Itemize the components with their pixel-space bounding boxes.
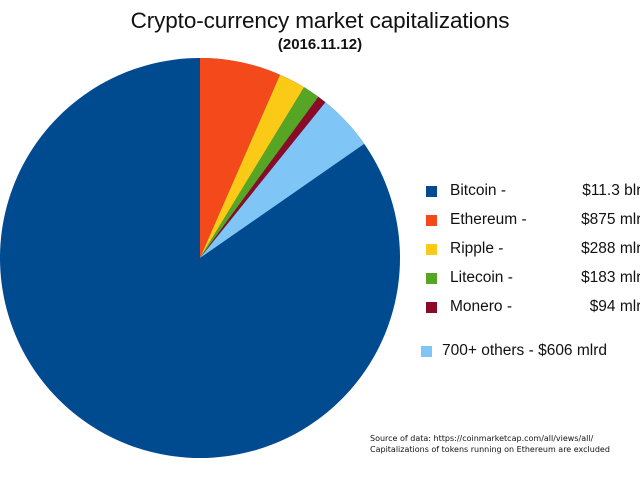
- legend-item-ethereum[interactable]: Ethereum - $875 mlrd: [420, 207, 640, 233]
- pie-svg: [0, 58, 400, 458]
- legend-label-ripple: Ripple -: [450, 240, 504, 257]
- legend-swatch-monero: [426, 301, 437, 313]
- legend-value-monero: $94 mlrd: [589, 298, 640, 315]
- chart-legend: Bitcoin - $11.3 blrd Ethereum - $875 mlr…: [420, 178, 640, 363]
- pie-slice-litecoin[interactable]: [200, 87, 319, 258]
- legend-value-ethereum: $875 mlrd: [581, 211, 640, 228]
- legend-label-ethereum: Ethereum -: [450, 211, 527, 228]
- legend-swatch-bitcoin: [426, 185, 437, 197]
- legend-value-bitcoin: $11.3 blrd: [582, 182, 640, 199]
- source-note: Source of data: https://coinmarketcap.co…: [370, 433, 640, 455]
- chart-subtitle: (2016.11.12): [277, 36, 363, 53]
- legend-label-others: 700+ others - $606 mlrd: [442, 342, 607, 359]
- legend-label-litecoin: Litecoin -: [450, 269, 513, 286]
- legend-item-litecoin[interactable]: Litecoin - $183 mlrd: [420, 265, 640, 291]
- pie-slice-700-others[interactable]: [200, 102, 365, 258]
- legend-swatch-litecoin: [426, 272, 437, 284]
- legend-item-bitcoin[interactable]: Bitcoin - $11.3 blrd: [420, 178, 640, 204]
- pie-slice-group: [0, 58, 400, 458]
- chart-title: Crypto-currency market capitalizations: [130, 8, 510, 33]
- legend-item-others[interactable]: 700+ others - $606 mlrd: [420, 338, 607, 364]
- legend-item-ripple[interactable]: Ripple - $288 mlrd: [420, 236, 640, 262]
- source-note-line1: Source of data: https://coinmarketcap.co…: [370, 434, 594, 443]
- legend-swatch-ripple: [426, 243, 437, 255]
- legend-swatch-ethereum: [426, 214, 437, 226]
- pie-slice-monero[interactable]: [200, 96, 326, 259]
- legend-label-monero: Monero -: [450, 298, 513, 315]
- legend-value-litecoin: $183 mlrd: [581, 269, 640, 286]
- legend-label-bitcoin: Bitcoin -: [450, 182, 506, 199]
- pie-slice-ripple[interactable]: [200, 74, 305, 259]
- legend-swatch-others: [421, 345, 432, 357]
- legend-value-ripple: $288 mlrd: [581, 240, 640, 257]
- pie-chart: [0, 58, 400, 458]
- legend-item-monero[interactable]: Monero - $94 mlrd: [420, 294, 640, 320]
- source-note-line2: Capitalizations of tokens running on Eth…: [370, 445, 610, 454]
- pie-slice-ethereum[interactable]: [200, 58, 281, 258]
